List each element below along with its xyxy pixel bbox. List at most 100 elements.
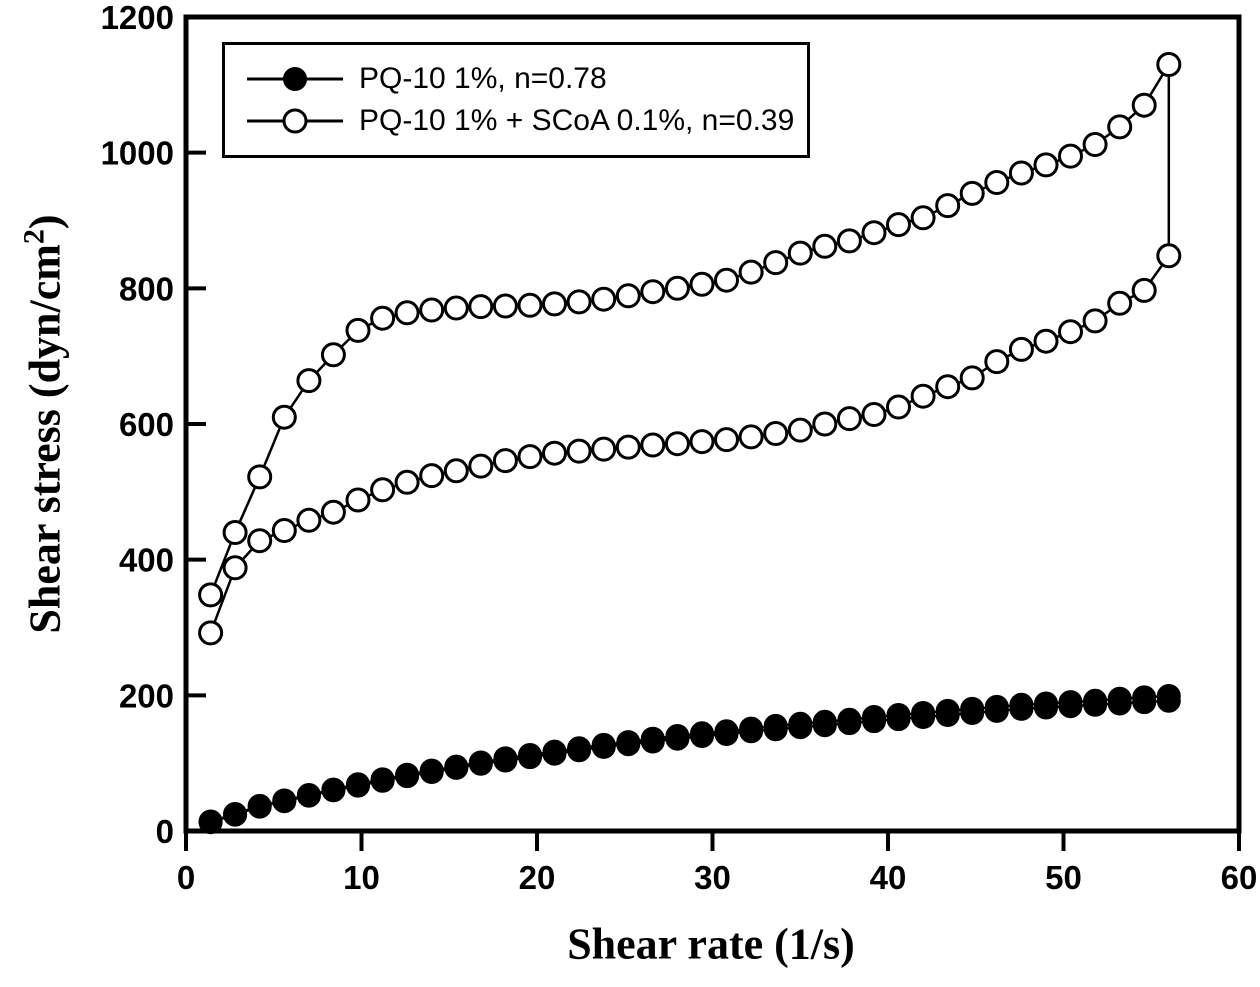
filled-circle-data-point	[223, 802, 248, 826]
open-circle-data-point	[664, 275, 690, 301]
legend-entry-pq10-scoa: PQ-10 1% + SCoA 0.1%, n=0.39	[247, 104, 807, 138]
filled-circle-data-point	[567, 736, 592, 761]
x-tick-label: 40	[870, 859, 907, 896]
filled-circle-data-point	[542, 739, 567, 764]
filled-circle-data-point	[1034, 691, 1058, 716]
open-circle-data-point	[1131, 277, 1157, 303]
open-circle-data-point	[370, 477, 396, 503]
open-circle-data-point	[763, 421, 789, 446]
open-circle-data-point	[1033, 152, 1059, 178]
filled-circle-data-point	[493, 746, 518, 771]
open-circle-data-point	[1082, 132, 1108, 157]
open-circle-data-point	[247, 464, 273, 490]
open-circle-data-point	[689, 271, 715, 297]
filled-circle-data-point	[788, 711, 813, 736]
x-axis-title: Shear rate (1/s)	[567, 919, 855, 969]
open-circle-data-point	[1131, 92, 1157, 118]
y-tick-label: 400	[119, 542, 174, 579]
filled-circle-data-point	[714, 719, 739, 744]
filled-circle-data-point	[444, 754, 469, 779]
filled-circle-data-point	[395, 762, 420, 787]
open-circle-data-point	[247, 528, 273, 554]
y-tick-label: 0	[156, 813, 174, 850]
open-circle-data-point	[984, 349, 1010, 375]
filled-circle-data-point	[247, 793, 272, 818]
x-tick-label: 60	[1221, 859, 1258, 896]
open-circle-data-point	[345, 487, 371, 513]
filled-circle-data-point	[370, 767, 395, 792]
open-circle-data-point	[861, 220, 887, 246]
open-circle-data-point	[640, 279, 666, 305]
open-circle-data-point	[320, 342, 346, 368]
open-circle-data-point	[296, 507, 322, 533]
open-circle-data-point	[959, 365, 985, 391]
open-circle-data-point	[222, 555, 248, 581]
open-circle-data-point	[935, 374, 961, 400]
open-circle-data-point	[1107, 290, 1133, 316]
open-circle-data-point	[861, 402, 887, 427]
open-circle-data-point	[1082, 308, 1108, 334]
open-circle-data-point	[959, 180, 985, 206]
filled-circle-data-point	[321, 777, 346, 802]
legend-box: PQ-10 1%, n=0.78 PQ-10 1% + SCoA 0.1%, n…	[222, 42, 810, 158]
open-circle-data-point	[836, 228, 862, 254]
x-tick-label: 0	[177, 859, 195, 896]
legend-entry-pq10: PQ-10 1%, n=0.78	[247, 62, 807, 96]
open-circle-data-point	[591, 436, 617, 462]
open-circle-data-point	[738, 259, 764, 285]
filled-circle-data-point	[1058, 690, 1083, 715]
y-tick-label: 1200	[101, 0, 174, 36]
open-circle-data-point	[812, 411, 838, 437]
filled-circle-data-point	[640, 726, 665, 751]
filled-circle-data-point	[862, 705, 886, 729]
open-circle-data-point	[492, 293, 518, 319]
filled-circle-data-point	[665, 724, 690, 748]
open-circle-data-point	[419, 463, 445, 489]
y-axis-title-close: )	[20, 214, 70, 230]
open-circle-data-point	[935, 193, 961, 219]
open-circle-data-point	[1008, 336, 1034, 362]
filled-circle-data-point	[468, 750, 493, 775]
open-circle-data-point	[910, 205, 936, 231]
open-circle-data-point	[345, 317, 371, 343]
open-circle-marker	[247, 108, 343, 134]
open-circle-data-point	[812, 233, 838, 259]
open-circle-data-point	[689, 429, 715, 455]
filled-circle-data-point	[296, 783, 321, 807]
open-circle-data-point	[542, 440, 567, 466]
open-circle-data-point	[664, 431, 690, 457]
open-circle-data-point	[615, 434, 641, 460]
open-circle-data-point	[714, 267, 739, 293]
x-tick-label: 50	[1045, 859, 1082, 896]
open-circle-data-point	[1156, 243, 1182, 269]
open-circle-data-point	[468, 453, 494, 479]
open-circle-data-point	[370, 305, 396, 331]
open-circle-data-point	[1107, 114, 1133, 140]
open-circle-data-point	[566, 289, 592, 315]
open-circle-data-point	[198, 620, 224, 646]
filled-circle-data-point	[346, 772, 370, 797]
open-circle-data-point	[566, 438, 592, 464]
open-circle-data-point	[492, 448, 518, 474]
open-circle-data-point	[468, 294, 494, 320]
x-tick-label: 10	[343, 859, 380, 896]
open-circle-data-point	[615, 283, 641, 309]
filled-circle-data-point	[591, 732, 616, 757]
y-tick-label: 600	[119, 406, 174, 443]
open-circle-data-point	[836, 406, 862, 432]
open-circle-data-point	[198, 582, 224, 608]
open-circle-data-point	[1058, 143, 1083, 169]
legend-label-pq10-scoa: PQ-10 1% + SCoA 0.1%, n=0.39	[359, 104, 795, 137]
filled-circle-data-point	[1107, 686, 1132, 711]
open-circle-data-point	[1156, 52, 1182, 77]
filled-circle-data-point	[1132, 685, 1157, 710]
open-circle-data-point	[1008, 160, 1034, 186]
open-circle-data-point	[1033, 328, 1059, 354]
open-circle-data-point	[787, 240, 813, 266]
filled-circle-data-point	[690, 721, 714, 746]
open-circle-data-point	[517, 292, 543, 318]
filled-circle-data-point	[1083, 688, 1108, 713]
open-circle-data-point	[517, 444, 543, 470]
open-circle-data-point	[394, 300, 420, 326]
legend-label-pq10: PQ-10 1%, n=0.78	[359, 62, 607, 95]
